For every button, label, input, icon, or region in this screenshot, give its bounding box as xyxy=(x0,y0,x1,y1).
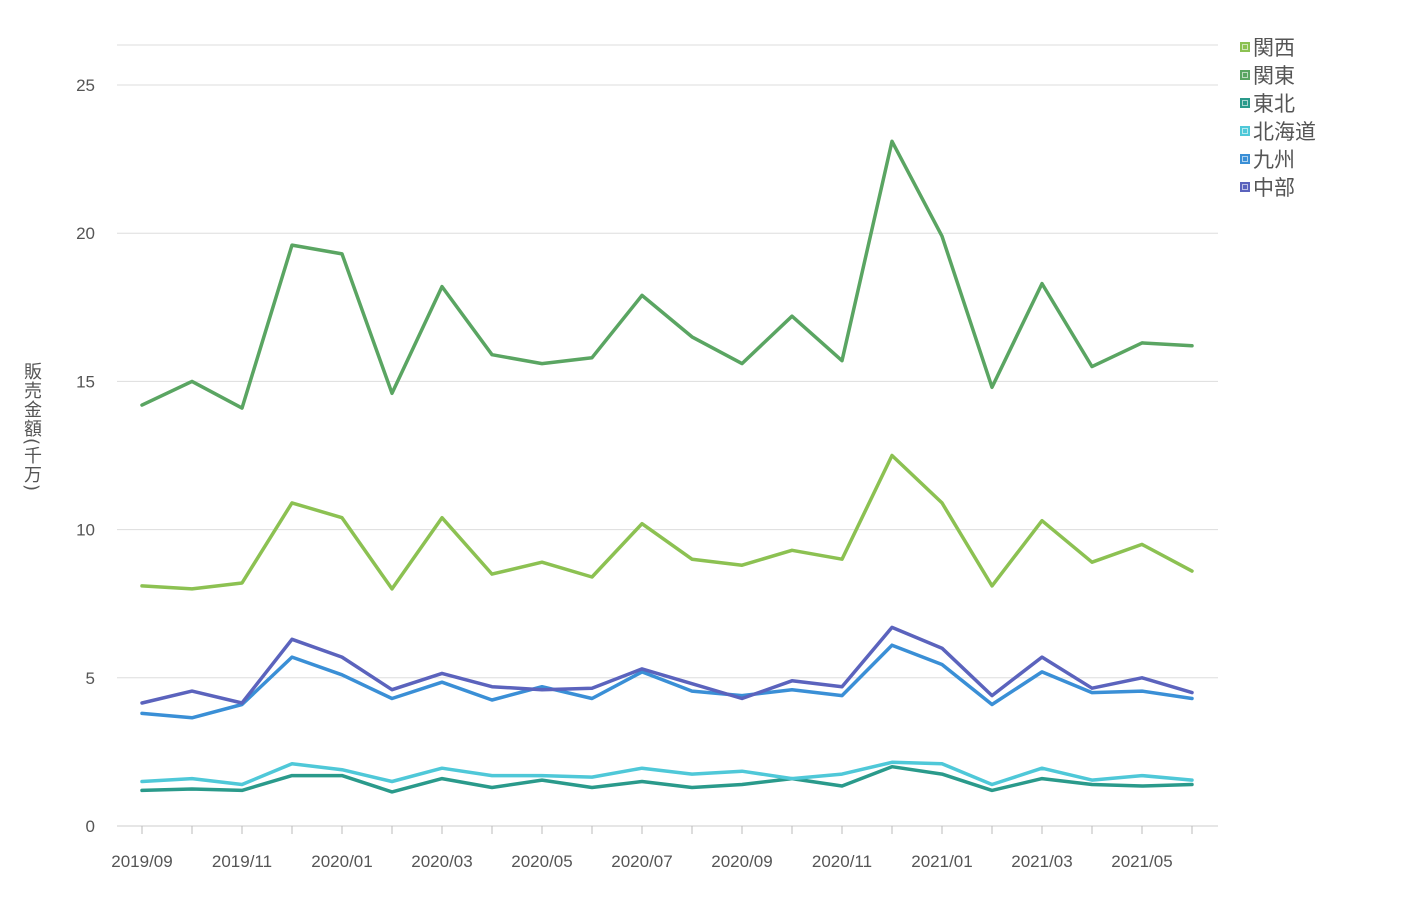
legend-item[interactable]: 中部 xyxy=(1240,176,1295,200)
y-tick-label: 25 xyxy=(76,76,95,95)
x-tick-label: 2020/07 xyxy=(611,852,672,871)
y-tick-label: 10 xyxy=(76,521,95,540)
legend-item[interactable]: 東北 xyxy=(1240,92,1295,116)
y-tick-label: 0 xyxy=(86,817,95,836)
legend-label: 東北 xyxy=(1253,92,1295,116)
y-axis: 0 5 10 15 20 25 xyxy=(76,76,95,836)
legend-item[interactable]: 関西 xyxy=(1240,36,1295,60)
y-tick-label: 20 xyxy=(76,224,95,243)
series-line-関西 xyxy=(140,453,1194,591)
series-line-九州 xyxy=(140,643,1194,720)
legend-item[interactable]: 北海道 xyxy=(1240,120,1316,144)
legend-swatch xyxy=(1240,126,1250,136)
legend-swatch-inner xyxy=(1242,184,1248,190)
legend-swatch xyxy=(1240,42,1250,52)
legend-label: 九州 xyxy=(1253,148,1295,172)
x-tick-label: 2019/09 xyxy=(111,852,172,871)
legend-label: 関西 xyxy=(1253,36,1295,60)
x-tick-label: 2019/11 xyxy=(212,852,272,871)
x-tick-label: 2020/09 xyxy=(711,852,772,871)
series-line-東北 xyxy=(140,764,1194,794)
legend-label: 中部 xyxy=(1253,176,1295,200)
x-axis xyxy=(117,825,1218,834)
x-tick-labels: 2019/09 2019/11 2020/01 2020/03 2020/05 2020/… xyxy=(111,852,1172,871)
x-tick-label: 2020/01 xyxy=(311,852,372,871)
legend-swatch xyxy=(1240,182,1250,192)
series-line-北海道 xyxy=(140,760,1194,787)
x-tick-label: 2021/03 xyxy=(1011,852,1072,871)
series-lines xyxy=(140,139,1194,794)
grid-lines xyxy=(117,44,1218,679)
legend-swatch-inner xyxy=(1242,128,1248,134)
x-tick-label: 2021/05 xyxy=(1111,852,1172,871)
y-axis-label: 販売金額(千万) xyxy=(21,362,42,493)
legend-swatch xyxy=(1240,98,1250,108)
legend-label: 関東 xyxy=(1253,64,1295,88)
legend-swatch-inner xyxy=(1242,72,1248,78)
legend-item[interactable]: 関東 xyxy=(1240,64,1295,88)
legend-label: 北海道 xyxy=(1253,120,1316,144)
y-tick-label: 5 xyxy=(86,669,95,688)
series-line-関東 xyxy=(140,139,1194,410)
y-tick-label: 15 xyxy=(76,372,95,391)
legend-swatch xyxy=(1240,154,1250,164)
legend-swatch xyxy=(1240,70,1250,80)
legend-item[interactable]: 九州 xyxy=(1240,148,1295,172)
x-tick-label: 2021/01 xyxy=(911,852,972,871)
series-line-中部 xyxy=(140,625,1194,705)
x-tick-label: 2020/05 xyxy=(511,852,572,871)
x-tick-label: 2020/11 xyxy=(812,852,872,871)
legend-swatch-inner xyxy=(1242,100,1248,106)
legend-swatch-inner xyxy=(1242,156,1248,162)
x-tick-label: 2020/03 xyxy=(411,852,472,871)
legend-swatch-inner xyxy=(1242,44,1248,50)
